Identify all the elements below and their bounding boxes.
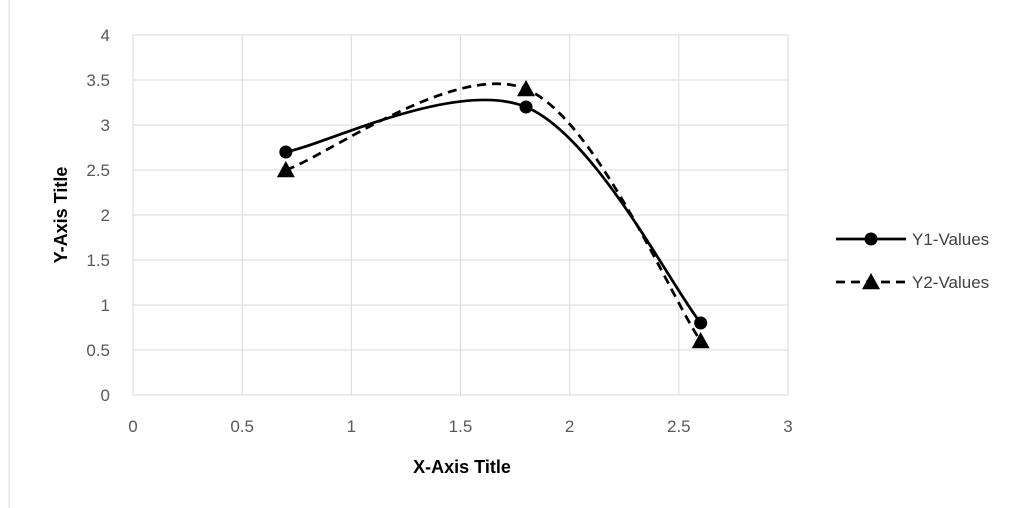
series-line [285, 98, 702, 324]
y-tick-label: 4 [101, 26, 110, 45]
x-tick-label: 0.5 [230, 417, 254, 436]
triangle-marker [691, 332, 710, 349]
legend-triangle-marker [862, 273, 880, 290]
legend: Y1-Values Y2-Values [836, 230, 989, 292]
series-1 [279, 98, 708, 330]
x-tick-label: 2.5 [667, 417, 691, 436]
series-line [285, 82, 702, 342]
x-tick-label: 0 [128, 417, 137, 436]
circle-marker [519, 100, 533, 114]
gridlines [132, 34, 789, 396]
y-tick-label: 3 [101, 116, 110, 135]
legend-label: Y2-Values [912, 273, 989, 292]
x-tick-label: 2 [565, 417, 574, 436]
triangle-marker [276, 161, 295, 178]
series-2 [276, 80, 710, 349]
y-axis-ticks: 0 0.5 1 1.5 2 2.5 3 3.5 4 [86, 26, 110, 405]
circle-marker [694, 316, 708, 330]
y-axis-title: Y-Axis Title [51, 167, 71, 264]
y-tick-label: 1 [101, 296, 110, 315]
plot-area-series [276, 80, 710, 349]
x-tick-label: 1.5 [449, 417, 473, 436]
legend-item: Y1-Values [836, 230, 989, 249]
x-tick-label: 1 [347, 417, 356, 436]
y-tick-label: 0 [101, 386, 110, 405]
x-tick-label: 3 [783, 417, 792, 436]
y-tick-label: 3.5 [86, 71, 110, 90]
triangle-marker [517, 80, 535, 97]
x-axis-title: X-Axis Title [413, 457, 511, 477]
y-tick-label: 1.5 [86, 251, 110, 270]
legend-item: Y2-Values [836, 273, 989, 292]
legend-label: Y1-Values [912, 230, 989, 249]
x-axis-ticks: 0 0.5 1 1.5 2 2.5 3 [128, 417, 792, 436]
legend-circle-marker [864, 232, 878, 246]
circle-marker [279, 145, 293, 159]
y-tick-label: 2 [101, 206, 110, 225]
y-tick-label: 2.5 [86, 161, 110, 180]
y-tick-label: 0.5 [86, 341, 110, 360]
